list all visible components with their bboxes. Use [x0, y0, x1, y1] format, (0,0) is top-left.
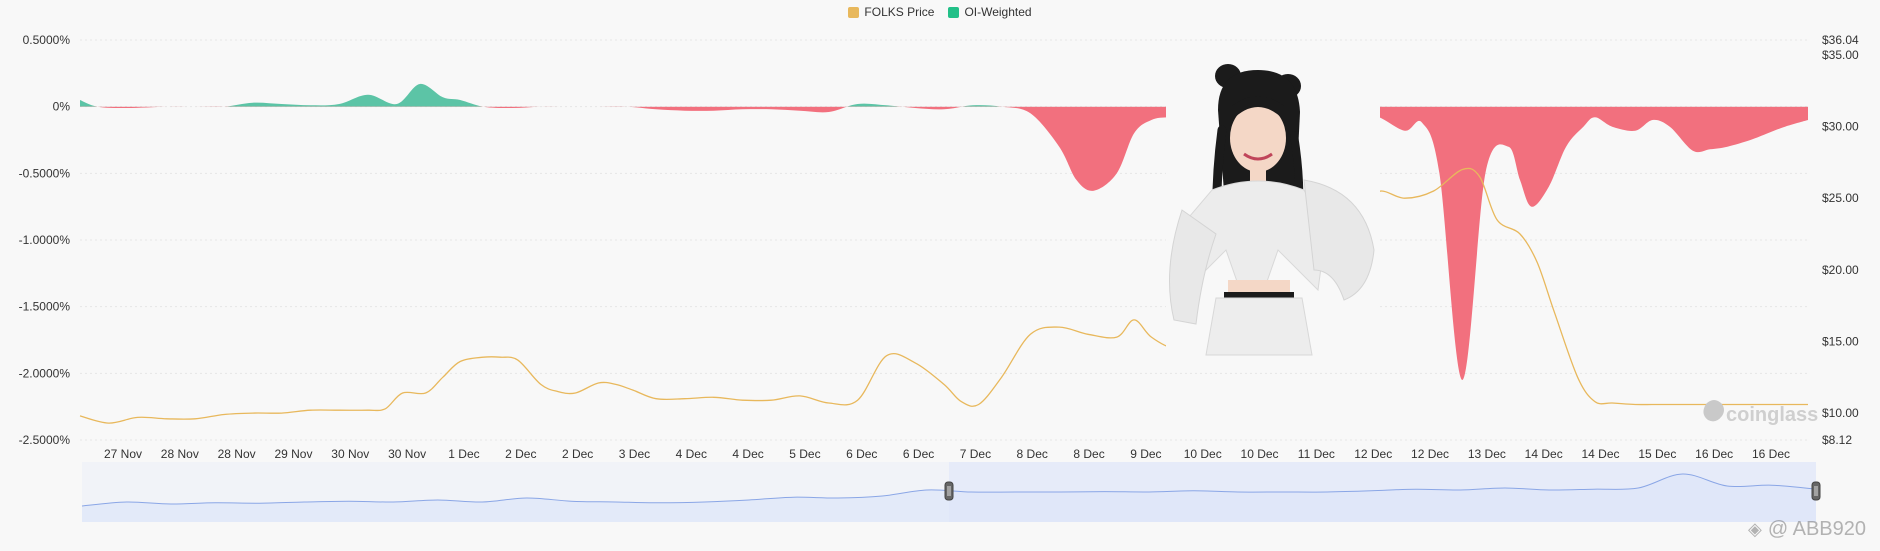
- coinglass-watermark: coinglass: [1703, 400, 1818, 426]
- neck: [1250, 168, 1266, 182]
- right-tick-label: $10.00: [1822, 406, 1859, 420]
- legend-price-label: FOLKS Price: [864, 5, 935, 19]
- legend: FOLKS Price OI-Weighted: [0, 5, 1880, 19]
- x-tick-label: 27 Nov: [104, 447, 142, 461]
- left-tick-label: -1.5000%: [19, 300, 71, 314]
- x-tick-label: 12 Dec: [1354, 447, 1392, 461]
- legend-item-price[interactable]: FOLKS Price: [848, 5, 934, 19]
- coinglass-brand-text: coinglass: [1726, 404, 1818, 426]
- x-tick-label: 1 Dec: [448, 447, 479, 461]
- x-tick-label: 10 Dec: [1184, 447, 1222, 461]
- x-tick-label: 5 Dec: [789, 447, 820, 461]
- x-tick-label: 28 Nov: [161, 447, 199, 461]
- oi-weighted-series: [80, 83, 1808, 380]
- left-tick-label: 0.5000%: [23, 33, 71, 47]
- left-tick-label: -2.0000%: [19, 366, 71, 380]
- white-blouse: [1177, 180, 1327, 292]
- x-tick-label: 6 Dec: [903, 447, 934, 461]
- coinglass-logo-icon: [1703, 400, 1724, 422]
- right-tick-label: $15.00: [1822, 334, 1859, 348]
- x-tick-label: 2 Dec: [562, 447, 593, 461]
- oi-negative-area: [80, 106, 1808, 380]
- binance-logo-icon: ◈: [1748, 519, 1762, 539]
- x-tick-label: 13 Dec: [1468, 447, 1506, 461]
- x-tick-label: 30 Nov: [331, 447, 369, 461]
- x-tick-label: 14 Dec: [1525, 447, 1563, 461]
- right-sleeve: [1303, 179, 1375, 301]
- user-handle: @ ABB920: [1767, 518, 1866, 540]
- range-navigator[interactable]: [81, 462, 1821, 522]
- white-pants: [1205, 297, 1313, 356]
- x-tick-label: 28 Nov: [218, 447, 256, 461]
- x-axis: 27 Nov 28 Nov 28 Nov 29 Nov 30 Nov 30 Nov 1 De…: [104, 447, 1790, 461]
- x-tick-label: 4 Dec: [676, 447, 707, 461]
- oi-swatch-icon: [948, 6, 960, 18]
- midriff: [1228, 280, 1290, 294]
- left-tick-label: 0%: [53, 100, 71, 114]
- left-axis: 0.5000% 0% -0.5000% -1.0000% -1.5000% -2.0000…: [19, 33, 71, 447]
- left-tick-label: -2.5000%: [19, 433, 71, 447]
- price-swatch-icon: [848, 6, 860, 18]
- x-tick-label: 15 Dec: [1638, 447, 1676, 461]
- waistband: [1224, 292, 1294, 298]
- x-tick-label: 10 Dec: [1241, 447, 1279, 461]
- x-tick-label: 16 Dec: [1752, 447, 1790, 461]
- price-series: [79, 101, 1808, 424]
- x-tick-label: 11 Dec: [1298, 447, 1335, 461]
- left-tick-label: -0.5000%: [19, 166, 71, 180]
- right-tick-label: $35.00: [1822, 48, 1859, 62]
- left-sleeve: [1169, 209, 1217, 325]
- right-tick-label: $20.00: [1822, 263, 1859, 277]
- right-tick-label: $36.04: [1822, 33, 1859, 47]
- smile: [1243, 152, 1273, 161]
- navigator-right-handle[interactable]: [1811, 481, 1821, 501]
- x-tick-label: 4 Dec: [732, 447, 763, 461]
- x-tick-label: 3 Dec: [619, 447, 650, 461]
- x-tick-label: 9 Dec: [1130, 447, 1161, 461]
- x-tick-label: 6 Dec: [846, 447, 877, 461]
- x-tick-label: 7 Dec: [960, 447, 991, 461]
- right-tick-label: $25.00: [1822, 191, 1859, 205]
- grid-lines: [80, 39, 1808, 441]
- legend-oi-label: OI-Weighted: [964, 5, 1032, 19]
- legend-item-oi[interactable]: OI-Weighted: [948, 5, 1032, 19]
- right-tick-label: $30.00: [1822, 120, 1859, 134]
- x-tick-label: 14 Dec: [1582, 447, 1620, 461]
- left-tick-label: -1.0000%: [19, 233, 71, 247]
- right-axis: $36.04$35.00 $30.00 $25.00 $20.00 $15.00 $10.…: [1822, 33, 1859, 447]
- woman-photo-overlay: [1166, 60, 1380, 356]
- x-tick-label: 2 Dec: [505, 447, 536, 461]
- right-tick-label: $8.12: [1822, 433, 1852, 447]
- x-tick-label: 8 Dec: [1073, 447, 1104, 461]
- bangs: [1232, 96, 1284, 120]
- price-line: [79, 101, 1808, 424]
- x-tick-label: 8 Dec: [1017, 447, 1048, 461]
- x-tick-label: 16 Dec: [1695, 447, 1733, 461]
- x-tick-label: 29 Nov: [274, 447, 312, 461]
- user-watermark: ◈ @ ABB920: [1748, 518, 1866, 541]
- x-tick-label: 30 Nov: [388, 447, 426, 461]
- x-tick-label: 12 Dec: [1411, 447, 1449, 461]
- navigator-left-handle[interactable]: [944, 481, 954, 501]
